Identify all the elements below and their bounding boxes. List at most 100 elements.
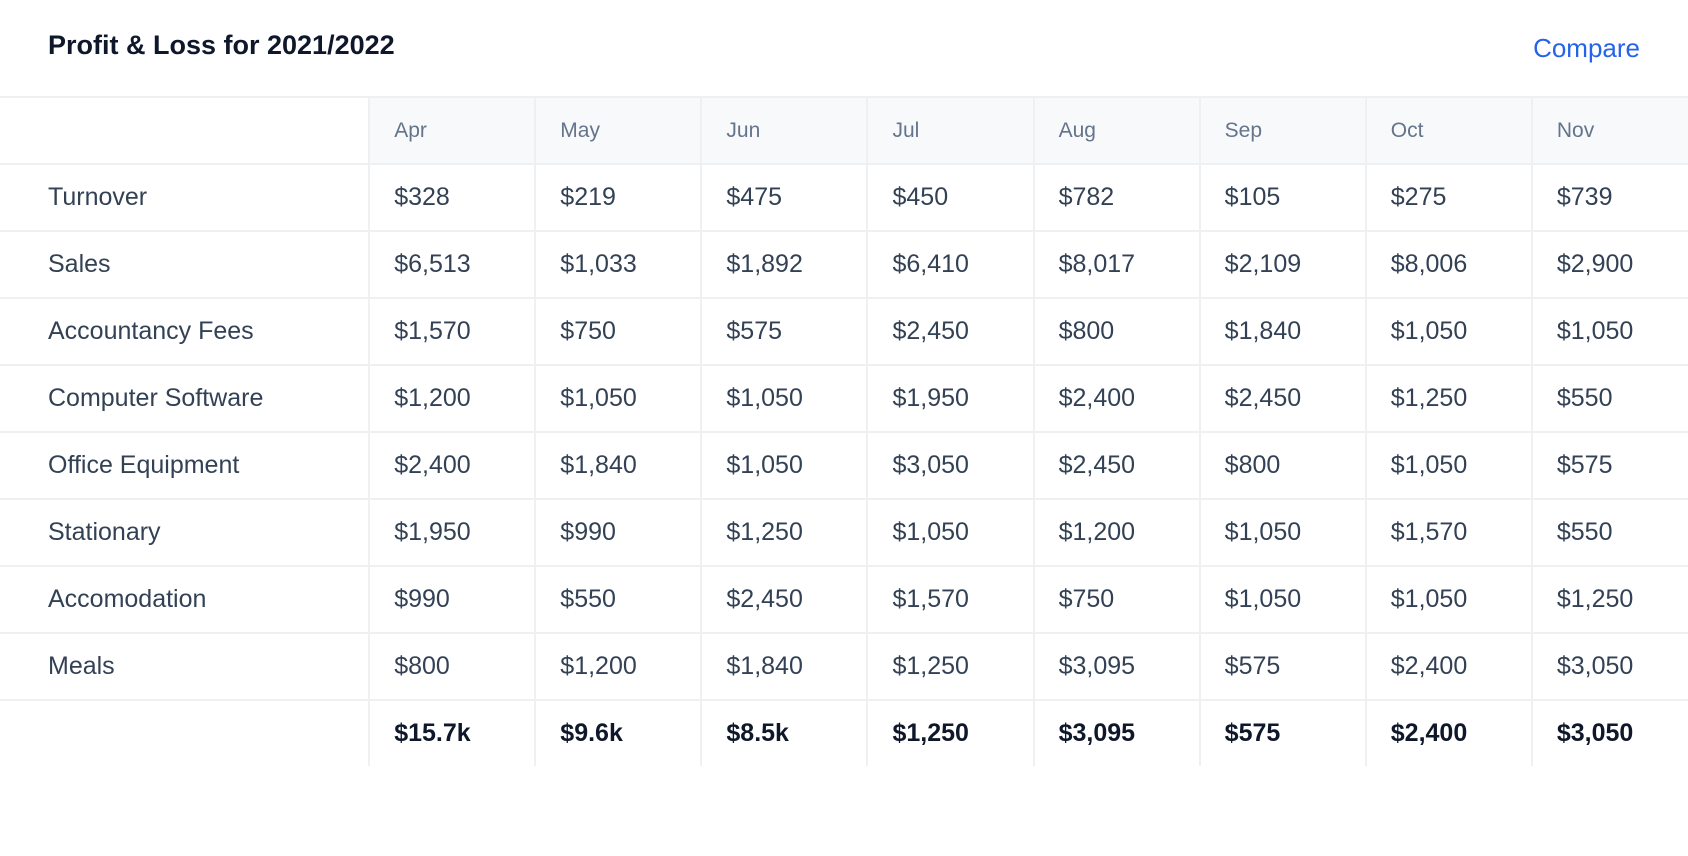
column-header-aug: Aug: [1032, 96, 1200, 164]
total-cell: $575: [1198, 699, 1366, 766]
table-cell: $575: [1530, 431, 1688, 499]
row-label: Computer Software: [0, 364, 370, 432]
table-cell: $575: [700, 297, 868, 365]
total-cell: $2,400: [1364, 699, 1532, 766]
table-cell: $2,450: [866, 297, 1034, 365]
table-cell: $1,950: [866, 364, 1034, 432]
compare-link[interactable]: Compare: [1533, 33, 1640, 63]
table-cell: $2,450: [1032, 431, 1200, 499]
column-header-oct: Oct: [1364, 96, 1532, 164]
totals-row: $15.7k $9.6k $8.5k $1,250 $3,095 $575 $2,400 $3…: [0, 699, 1688, 766]
table-cell: $782: [1032, 163, 1200, 231]
table-cell: $750: [1032, 565, 1200, 633]
column-header-nov: Nov: [1530, 96, 1688, 164]
table-cell: $2,400: [1364, 632, 1532, 700]
table-cell: $1,250: [700, 498, 868, 566]
row-label: Office Equipment: [0, 431, 370, 499]
table-cell: $1,250: [1364, 364, 1532, 432]
table-cell: $1,050: [700, 364, 868, 432]
table-cell: $990: [534, 498, 702, 566]
total-cell: $1,250: [866, 699, 1034, 766]
table-cell: $6,513: [368, 230, 536, 298]
table-cell: $1,250: [866, 632, 1034, 700]
row-label: Stationary: [0, 498, 370, 566]
column-header-jun: Jun: [700, 96, 868, 164]
column-header-jul: Jul: [866, 96, 1034, 164]
total-cell: $15.7k: [368, 699, 536, 766]
table-cell: $3,050: [866, 431, 1034, 499]
table-cell: $1,050: [866, 498, 1034, 566]
table-cell: $3,050: [1530, 632, 1688, 700]
table-cell: $1,840: [700, 632, 868, 700]
table-cell: $1,570: [368, 297, 536, 365]
table-cell: $750: [534, 297, 702, 365]
table-cell: $550: [534, 565, 702, 633]
table-header-row: Apr May Jun Jul Aug Sep Oct Nov: [0, 96, 1688, 164]
table-row: Sales $6,513 $1,033 $1,892 $6,410 $8,017 $2,10…: [0, 230, 1688, 298]
table-cell: $800: [1032, 297, 1200, 365]
table-row: Office Equipment $2,400 $1,840 $1,050 $3,050…: [0, 431, 1688, 499]
total-cell: $9.6k: [534, 699, 702, 766]
table-cell: $219: [534, 163, 702, 231]
table-row: Turnover $328 $219 $475 $450 $782 $105 $275 $739: [0, 163, 1688, 231]
table-cell: $2,450: [700, 565, 868, 633]
total-cell: $3,050: [1530, 699, 1688, 766]
table-cell: $475: [700, 163, 868, 231]
table-cell: $1,050: [1364, 431, 1532, 499]
table-cell: $1,200: [368, 364, 536, 432]
table-cell: $8,006: [1364, 230, 1532, 298]
table-row: Accomodation $990 $550 $2,450 $1,570 $750 $1,0…: [0, 565, 1688, 633]
table-cell: $1,200: [1032, 498, 1200, 566]
table-cell: $450: [866, 163, 1034, 231]
empty-total-label: [0, 699, 370, 766]
table-cell: $800: [1198, 431, 1366, 499]
table-cell: $1,050: [1364, 565, 1532, 633]
profit-loss-table: Apr May Jun Jul Aug Sep Oct Nov Turnover $328 $21…: [0, 96, 1688, 766]
table-cell: $1,050: [700, 431, 868, 499]
row-label: Sales: [0, 230, 370, 298]
row-label: Accomodation: [0, 565, 370, 633]
table-cell: $1,840: [1198, 297, 1366, 365]
table-cell: $2,900: [1530, 230, 1688, 298]
table-cell: $105: [1198, 163, 1366, 231]
column-header-may: May: [534, 96, 702, 164]
table-cell: $1,570: [866, 565, 1034, 633]
table-cell: $550: [1530, 364, 1688, 432]
table-cell: $1,050: [534, 364, 702, 432]
table-cell: $3,095: [1032, 632, 1200, 700]
table-cell: $1,033: [534, 230, 702, 298]
table-cell: $575: [1198, 632, 1366, 700]
table-cell: $2,400: [1032, 364, 1200, 432]
column-header-sep: Sep: [1198, 96, 1366, 164]
table-row: Accountancy Fees $1,570 $750 $575 $2,450 $800…: [0, 297, 1688, 365]
table-row: Stationary $1,950 $990 $1,250 $1,050 $1,200 $1…: [0, 498, 1688, 566]
table-cell: $1,050: [1198, 498, 1366, 566]
table-cell: $8,017: [1032, 230, 1200, 298]
table-cell: $328: [368, 163, 536, 231]
total-cell: $3,095: [1032, 699, 1200, 766]
table-cell: $1,200: [534, 632, 702, 700]
row-label: Turnover: [0, 163, 370, 231]
table-cell: $2,109: [1198, 230, 1366, 298]
table-cell: $2,400: [368, 431, 536, 499]
total-cell: $8.5k: [700, 699, 868, 766]
table-cell: $1,050: [1198, 565, 1366, 633]
page-title: Profit & Loss for 2021/2022: [48, 30, 395, 60]
column-header-apr: Apr: [368, 96, 536, 164]
table-cell: $275: [1364, 163, 1532, 231]
table-cell: $1,250: [1530, 565, 1688, 633]
table-cell: $1,892: [700, 230, 868, 298]
empty-header-cell: [0, 96, 370, 164]
table-cell: $800: [368, 632, 536, 700]
row-label: Meals: [0, 632, 370, 700]
table-cell: $1,050: [1530, 297, 1688, 365]
table-cell: $739: [1530, 163, 1688, 231]
row-label: Accountancy Fees: [0, 297, 370, 365]
table-cell: $2,450: [1198, 364, 1366, 432]
table-cell: $1,840: [534, 431, 702, 499]
table-cell: $990: [368, 565, 536, 633]
table-cell: $1,050: [1364, 297, 1532, 365]
table-cell: $1,950: [368, 498, 536, 566]
table-cell: $6,410: [866, 230, 1034, 298]
table-row: Meals $800 $1,200 $1,840 $1,250 $3,095 $575 $2,…: [0, 632, 1688, 700]
